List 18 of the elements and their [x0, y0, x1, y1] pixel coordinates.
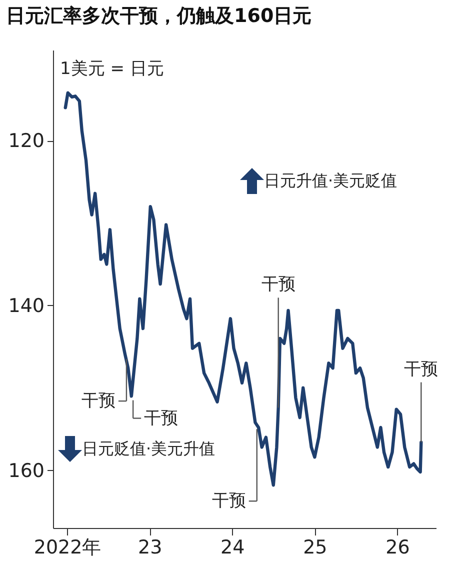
annotation: 日元贬值·美元升值: [82, 438, 216, 460]
annotation: 干预: [212, 491, 246, 512]
x-tick-label: 23: [138, 536, 162, 558]
x-tick-label: 24: [220, 536, 245, 558]
annotation: 日元升值·美元贬值: [264, 170, 398, 192]
x-tick-label: 26: [386, 536, 410, 558]
y-tick-label: 140: [8, 294, 44, 317]
annotation: 干预: [404, 359, 438, 380]
y-tick-label: 120: [8, 130, 44, 152]
line-series: [64, 91, 423, 487]
y-axis-title: 1美元 = 日元: [60, 58, 164, 80]
x-tick-label: 25: [303, 536, 328, 558]
y-tick-label: 160: [8, 460, 44, 482]
annotation: 干预: [261, 274, 296, 295]
annotation: 干预: [81, 391, 116, 412]
x-tick-label: 2022年: [34, 536, 102, 558]
annotation: 干预: [144, 408, 178, 428]
chart-title: 日元汇率多次干预，仍触及160日元: [6, 5, 312, 27]
